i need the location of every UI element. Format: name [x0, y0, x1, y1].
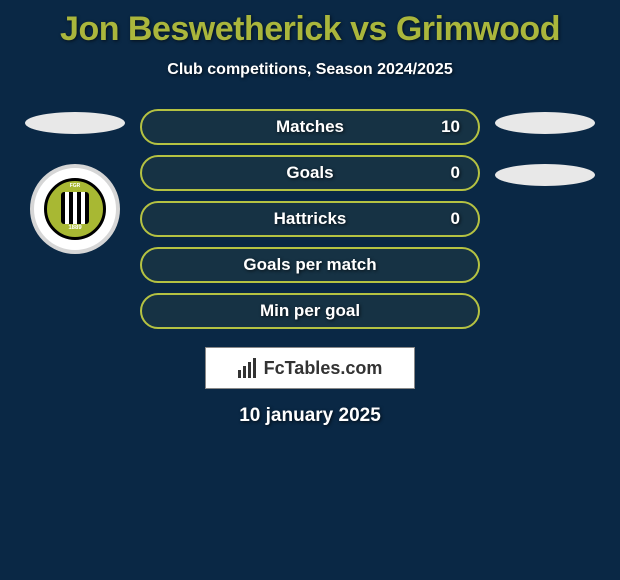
stat-row-goals: Goals 0 [140, 155, 480, 191]
badge-stripes [61, 192, 89, 224]
bar-chart-icon [238, 358, 260, 378]
player-right-ellipse-1 [495, 112, 595, 134]
stat-value: 0 [451, 209, 460, 229]
club-badge-inner: FGR 1889 [44, 178, 106, 240]
stat-row-min-per-goal: Min per goal [140, 293, 480, 329]
player-left-ellipse [25, 112, 125, 134]
right-side-col [495, 109, 595, 186]
left-side-col: FGR 1889 [25, 109, 125, 254]
date-text: 10 january 2025 [0, 405, 620, 427]
stat-label: Goals per match [243, 255, 376, 275]
brand-logo[interactable]: FcTables.com [205, 347, 415, 389]
stat-label: Min per goal [260, 301, 360, 321]
stat-row-matches: Matches 10 [140, 109, 480, 145]
player-right-ellipse-2 [495, 164, 595, 186]
club-badge: FGR 1889 [30, 164, 120, 254]
stat-value: 0 [451, 163, 460, 183]
stat-value: 10 [441, 117, 460, 137]
page-title: Jon Beswetherick vs Grimwood [0, 10, 620, 49]
brand-text: FcTables.com [264, 358, 383, 379]
badge-year: 1889 [68, 225, 81, 231]
stat-row-hattricks: Hattricks 0 [140, 201, 480, 237]
subtitle: Club competitions, Season 2024/2025 [0, 61, 620, 79]
stat-label: Matches [276, 117, 344, 137]
badge-top-text: FGR [70, 183, 81, 189]
stat-label: Hattricks [274, 209, 347, 229]
main-row: FGR 1889 Matches 10 Goals 0 Hattricks 0 … [0, 109, 620, 329]
stats-column: Matches 10 Goals 0 Hattricks 0 Goals per… [140, 109, 480, 329]
stat-label: Goals [286, 163, 333, 183]
stat-row-goals-per-match: Goals per match [140, 247, 480, 283]
